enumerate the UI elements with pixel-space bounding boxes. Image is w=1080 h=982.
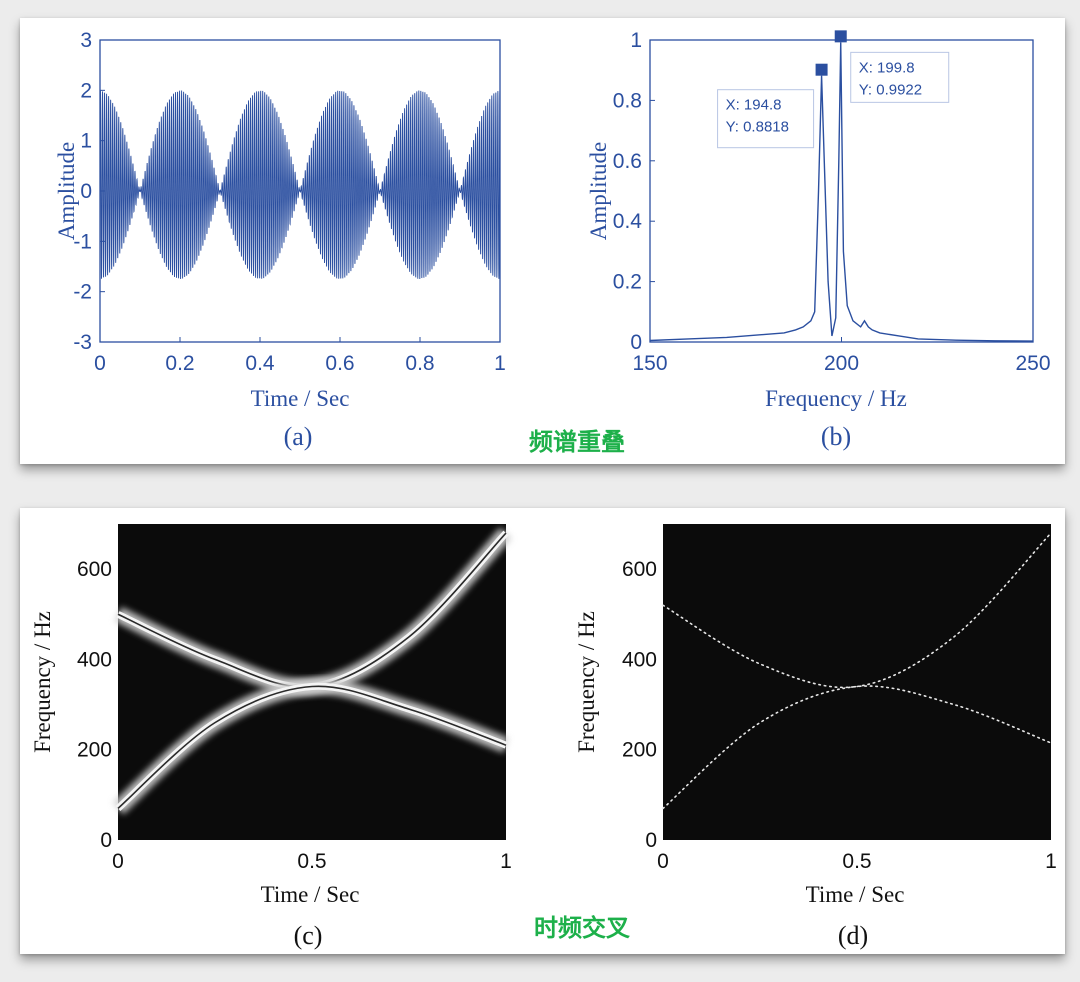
chart-a-xticks: 0 0.2 0.4 0.6 0.8 1 xyxy=(94,337,506,375)
chart-a-ylabel: Amplitude xyxy=(54,142,79,240)
y-tick-label: 1 xyxy=(80,130,92,153)
chart-a-panel-label: (a) xyxy=(284,422,313,451)
y-tick-label: 0.4 xyxy=(613,210,643,233)
chart-c-ridges xyxy=(112,527,512,815)
x-tick-label: 1 xyxy=(494,352,506,375)
y-tick-label: 1 xyxy=(630,29,642,52)
y-tick-label: 400 xyxy=(77,648,112,671)
datatip-y-text: Y: 0.9922 xyxy=(859,81,922,98)
datatip-x-text: X: 194.8 xyxy=(726,97,782,114)
x-tick-label: 1 xyxy=(500,850,512,873)
y-tick-label: 200 xyxy=(77,739,112,762)
x-tick-label: 0.4 xyxy=(245,352,275,375)
y-tick-label: 0 xyxy=(100,829,112,852)
datatip-y-text: Y: 0.8818 xyxy=(726,119,789,136)
datatip-marker xyxy=(834,30,847,43)
chart-b-spectrum-line xyxy=(649,42,1034,342)
y-tick-label: 0.6 xyxy=(613,150,642,173)
top-figure-panel: 0 0.2 0.4 0.6 0.8 1 3 2 1 0 -1 -2 -3 Time / Sec Amp… xyxy=(20,18,1065,464)
chart-c-xlabel: Time / Sec xyxy=(261,882,360,907)
chart-c-panel-label: (c) xyxy=(294,921,323,950)
x-tick-label: 200 xyxy=(824,352,859,375)
x-tick-label: 0 xyxy=(112,850,124,873)
chart-a-signal xyxy=(99,90,501,280)
y-tick-label: -1 xyxy=(73,230,92,253)
tf-ridge-sparse xyxy=(662,685,1052,810)
chart-c-yticks: 600 400 200 0 xyxy=(77,558,112,852)
y-tick-label: 0 xyxy=(645,829,657,852)
chart-d-xlabel: Time / Sec xyxy=(806,882,905,907)
chart-d-yticks: 600 400 200 0 xyxy=(622,558,657,852)
chart-d-panel-label: (d) xyxy=(838,921,868,950)
x-tick-label: 0.6 xyxy=(325,352,354,375)
datatip-box xyxy=(717,89,815,149)
chart-a-xlabel: Time / Sec xyxy=(251,386,350,411)
tf-ridge-sparse xyxy=(662,532,1052,689)
chart-a-yticks: 3 2 1 0 -1 -2 -3 xyxy=(73,29,105,354)
x-tick-label: 0.5 xyxy=(297,850,326,873)
top-figure-svg: 0 0.2 0.4 0.6 0.8 1 3 2 1 0 -1 -2 -3 Time / Sec Amp… xyxy=(54,29,1051,456)
x-tick-label: 250 xyxy=(1015,352,1050,375)
y-tick-label: 0.8 xyxy=(613,89,642,112)
x-tick-label: 0 xyxy=(657,850,669,873)
chart-d-xticks: 0 0.5 1 xyxy=(657,850,1057,873)
y-tick-label: 3 xyxy=(80,29,92,52)
y-tick-label: 0.2 xyxy=(613,271,642,294)
chart-c-xticks: 0 0.5 1 xyxy=(112,850,512,873)
chart-b-panel-label: (b) xyxy=(821,422,851,451)
chart-b-ylabel: Amplitude xyxy=(586,142,611,240)
chart-b: 150 200 250 1 0.8 0.6 0.4 0.2 0 X: 194.8 Y: 0.88… xyxy=(586,29,1051,451)
chart-b-datatips: X: 194.8 Y: 0.8818 X: 199.8 Y: 0.9922 xyxy=(717,30,950,149)
datatip-box xyxy=(850,51,950,103)
x-tick-label: 1 xyxy=(1045,850,1057,873)
x-tick-label: 0.5 xyxy=(842,850,871,873)
x-tick-label: 0.8 xyxy=(405,352,434,375)
x-tick-label: 0 xyxy=(94,352,106,375)
top-caption: 频谱重叠 xyxy=(529,428,625,456)
chart-d-ridges xyxy=(662,532,1052,810)
y-tick-label: -2 xyxy=(73,281,92,304)
bottom-caption: 时频交叉 xyxy=(534,914,631,942)
x-tick-label: 0.2 xyxy=(165,352,194,375)
y-tick-label: 2 xyxy=(80,79,92,102)
y-tick-label: 0 xyxy=(630,331,642,354)
y-tick-label: -3 xyxy=(73,331,92,354)
y-tick-label: 400 xyxy=(622,648,657,671)
bottom-figure-panel: 0 0.5 1 600 400 200 0 Time / Sec Frequency / … xyxy=(20,508,1065,954)
x-tick-label: 150 xyxy=(632,352,667,375)
chart-a: 0 0.2 0.4 0.6 0.8 1 3 2 1 0 -1 -2 -3 Time / Sec Amp… xyxy=(54,29,506,451)
datatip-marker xyxy=(815,63,828,76)
tf-ridge-gap xyxy=(117,685,507,809)
chart-d-tf-image xyxy=(663,524,1051,840)
y-tick-label: 0 xyxy=(80,180,92,203)
y-tick-label: 200 xyxy=(622,739,657,762)
chart-b-xlabel: Frequency / Hz xyxy=(765,386,907,411)
y-tick-label: 600 xyxy=(77,558,112,581)
datatip-x-text: X: 199.8 xyxy=(859,59,915,76)
y-tick-label: 600 xyxy=(622,558,657,581)
chart-a-waveform xyxy=(99,90,501,280)
chart-c-ylabel: Frequency / Hz xyxy=(30,611,55,753)
chart-d-ylabel: Frequency / Hz xyxy=(574,611,599,753)
chart-b-yticks: 1 0.8 0.6 0.4 0.2 0 xyxy=(613,29,655,354)
chart-b-xticks: 150 200 250 xyxy=(632,337,1051,375)
